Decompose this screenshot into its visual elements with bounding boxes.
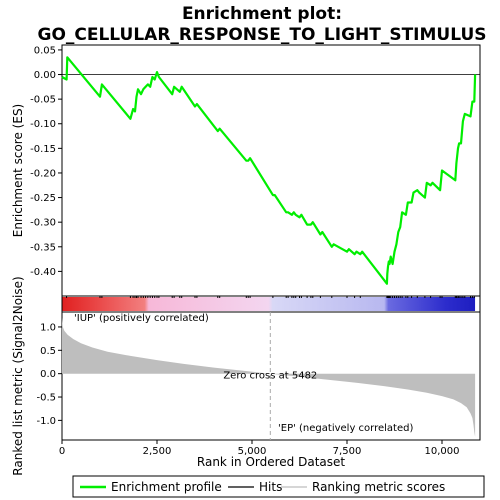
legend-label: Ranking metric scores	[312, 480, 445, 494]
zero-cross-label: Zero cross at 5482	[223, 371, 317, 382]
metric-y-tick-label: 0.5	[40, 346, 56, 357]
es-y-tick-label: 0.00	[34, 70, 56, 81]
legend-label: Hits	[259, 480, 282, 494]
enrichment-profile-line	[61, 56, 477, 285]
x-tick-label: 2,500	[143, 446, 172, 457]
metric-y-tick-label: -0.5	[36, 393, 56, 404]
hits-panel	[61, 295, 481, 313]
es-y-tick-label: -0.35	[30, 242, 56, 253]
es-y-axis-label: Enrichment score (ES)	[11, 104, 25, 237]
es-y-tick-label: -0.15	[30, 144, 56, 155]
metric-y-axis-label: Ranked list metric (Signal2Noise)	[11, 276, 25, 475]
x-axis-label: Rank in Ordered Dataset	[197, 455, 345, 469]
negative-correlation-label: 'EP' (negatively correlated)	[278, 423, 413, 434]
es-y-tick-label: -0.10	[30, 119, 56, 130]
es-y-tick-label: -0.40	[30, 267, 56, 278]
es-plot-frame	[61, 44, 481, 297]
legend-label: Enrichment profile	[111, 480, 222, 494]
metric-y-tick-label: 1.0	[40, 322, 56, 333]
es-y-tick-label: -0.20	[30, 168, 56, 179]
x-tick-label: 7,500	[333, 446, 362, 457]
chart-title-line2: GO_CELLULAR_RESPONSE_TO_LIGHT_STIMULUS	[37, 25, 486, 45]
legend-box	[72, 475, 485, 498]
positive-correlation-label: 'IUP' (positively correlated)	[74, 313, 209, 324]
x-tick-label: 5,000	[238, 446, 267, 457]
es-y-tick-label: -0.30	[30, 218, 56, 229]
x-tick-label: 10,000	[425, 446, 460, 457]
metric-panel: Zero cross at 5482 'IUP' (positively corr…	[11, 276, 481, 476]
es-y-tick-label: -0.25	[30, 193, 56, 204]
ranking-metric-area	[62, 317, 476, 437]
metric-y-tick-label: 0.0	[40, 369, 56, 380]
rank-color-bar	[62, 297, 476, 311]
es-y-tick-label: 0.05	[34, 45, 56, 56]
metric-y-tick-label: -1.0	[36, 416, 56, 427]
x-tick-label: 0	[59, 446, 65, 457]
legend: Enrichment profile Hits Ranking metric sco…	[72, 475, 485, 498]
es-panel: -0.40 -0.35 -0.30 -0.25 -0.20 -0.15 -0.10 -0.05…	[11, 44, 481, 297]
es-y-tick-label: -0.05	[30, 95, 56, 106]
chart-title-line1: Enrichment plot:	[182, 4, 342, 24]
